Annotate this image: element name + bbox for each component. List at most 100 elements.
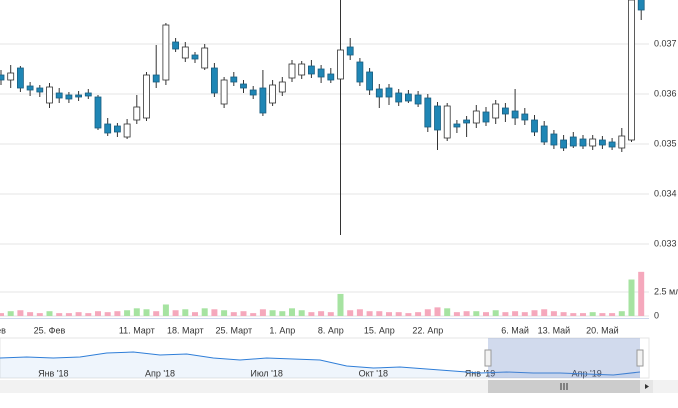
- volume-bar: [531, 310, 538, 316]
- candle-body: [269, 84, 277, 104]
- y-tick-label: 0.035: [654, 138, 677, 148]
- candle-body: [94, 96, 102, 129]
- candle-body: [123, 123, 131, 138]
- candle-body: [637, 0, 645, 11]
- navigator-handle[interactable]: [636, 349, 644, 367]
- volume-bar: [289, 308, 295, 316]
- volume-bar: [259, 309, 266, 316]
- volume-bar: [124, 310, 131, 316]
- volume-bar: [405, 313, 412, 316]
- volume-bar: [36, 313, 43, 316]
- candle-body: [114, 125, 121, 133]
- y-tick-label: 0.036: [654, 88, 677, 98]
- candle-body: [36, 87, 44, 93]
- candle-body: [501, 107, 509, 115]
- candle-body: [230, 76, 238, 83]
- candle-body: [259, 87, 267, 114]
- candle-body: [579, 138, 587, 147]
- y-tick-label: 0.033: [654, 238, 677, 248]
- volume-bar: [27, 312, 34, 316]
- volume-bar: [492, 310, 499, 316]
- volume-bar: [114, 311, 121, 316]
- volume-bar: [628, 279, 635, 316]
- candle-body: [201, 47, 209, 69]
- x-tick-label: 22. Апр: [412, 325, 443, 335]
- volume-bar: [502, 312, 509, 316]
- volume-bar: [65, 313, 72, 316]
- x-tick-label: 11. Март: [119, 325, 155, 335]
- volume-bar: [560, 312, 567, 316]
- x-tick-label: 8. Апр: [318, 325, 344, 335]
- volume-bar: [609, 313, 616, 316]
- volume-bar: [327, 312, 334, 316]
- volume-bar: [550, 311, 557, 316]
- candle-body: [434, 105, 441, 131]
- navigator-label: Апр '18: [145, 368, 175, 378]
- candle-body: [46, 86, 53, 104]
- volume-bar: [308, 312, 315, 316]
- candle-body: [249, 89, 257, 96]
- volume-bar: [153, 311, 160, 316]
- candle-body: [375, 88, 383, 98]
- y-tick-label: 2.5 мл: [654, 286, 678, 296]
- volume-bar: [386, 312, 392, 316]
- candle-body: [385, 87, 393, 98]
- candle-body: [7, 72, 15, 81]
- candle-body: [589, 138, 597, 147]
- y-tick-label: 0.034: [654, 188, 677, 198]
- candle-body: [472, 110, 480, 124]
- navigator-handle[interactable]: [484, 349, 492, 367]
- candle-body: [550, 133, 558, 146]
- volume-bar: [172, 310, 179, 316]
- x-tick-label: 15. Апр: [364, 325, 395, 335]
- volume-bar: [453, 312, 460, 316]
- volume-bar: [473, 311, 480, 316]
- volume-bar: [133, 308, 140, 316]
- volume-bar: [7, 311, 14, 316]
- candle-body: [0, 74, 5, 81]
- candle-body: [240, 83, 247, 89]
- volume-bar: [250, 313, 257, 316]
- navigator-selection[interactable]: [488, 338, 640, 378]
- candle-body: [143, 74, 150, 119]
- volume-bar: [269, 310, 276, 316]
- candle-body: [492, 103, 500, 119]
- candle-body: [414, 94, 422, 105]
- navigator-background: [0, 337, 650, 379]
- volume-bar: [337, 293, 344, 316]
- volume-bar: [512, 311, 519, 316]
- candle-body: [463, 119, 471, 124]
- navigator-label: Июл '18: [250, 368, 283, 378]
- candle-body: [346, 46, 354, 56]
- y-tick-label: 0: [654, 310, 659, 320]
- navigator-label: Окт '18: [359, 368, 388, 378]
- volume-bar: [95, 311, 101, 316]
- volume-bar: [0, 313, 4, 316]
- candle-body: [162, 24, 170, 81]
- candles: [0, 0, 645, 235]
- x-tick-label: 18. Март: [167, 325, 204, 335]
- volume-bar: [56, 313, 63, 316]
- candle-body: [453, 123, 461, 128]
- x-tick-label: 25. Фев: [34, 325, 66, 335]
- candle-body: [395, 92, 403, 103]
- volume-bar: [240, 311, 247, 316]
- candle-body: [531, 119, 538, 133]
- candle-body: [618, 135, 626, 149]
- volume-bar: [483, 312, 489, 316]
- volume-bar: [17, 310, 24, 316]
- volume-bar: [347, 310, 354, 316]
- candle-body: [191, 54, 199, 60]
- volume-bar: [589, 312, 596, 316]
- navigator-line: [0, 351, 641, 376]
- x-tick-label: 25. Март: [216, 325, 253, 335]
- candle-body: [298, 63, 306, 76]
- candle-body: [482, 111, 490, 123]
- candle-body: [26, 85, 34, 91]
- candle-body: [569, 136, 577, 147]
- volume-bar: [570, 313, 577, 316]
- x-tick-label: 6. Май: [501, 325, 529, 335]
- volume-bar: [541, 309, 548, 316]
- volume-bar: [415, 312, 422, 316]
- volume-bar: [356, 309, 363, 316]
